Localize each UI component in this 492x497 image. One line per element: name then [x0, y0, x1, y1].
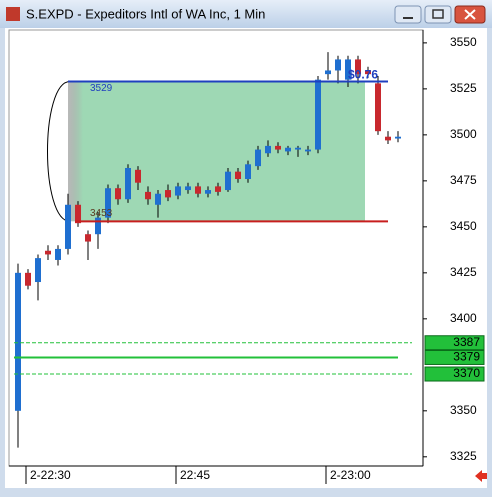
candle-body [245, 164, 251, 180]
candle-body [15, 272, 21, 411]
candle-body [145, 191, 151, 200]
candle-body [275, 145, 281, 150]
candle-body [395, 136, 401, 139]
candle-body [345, 59, 351, 80]
price-box-label: 3379 [453, 350, 480, 364]
candle-body [155, 193, 161, 205]
candle-body [205, 190, 211, 194]
candle-body [55, 248, 61, 260]
candle-body [305, 149, 311, 152]
y-tick-label: 3400 [450, 311, 477, 325]
price-box-label: 3370 [453, 366, 480, 380]
x-tick-label: 22:45 [180, 468, 210, 482]
candle-body [255, 149, 261, 167]
price-box-label: 3387 [453, 335, 480, 349]
candle-body [95, 217, 101, 235]
y-tick-label: 3550 [450, 35, 477, 49]
y-tick-label: 3500 [450, 127, 477, 141]
candle-body [225, 171, 231, 191]
candle-body [295, 147, 301, 150]
candle-body [285, 147, 291, 152]
price-box [424, 335, 485, 351]
candle-body [325, 70, 331, 75]
level-label: 3453 [90, 208, 113, 219]
candle-body [235, 171, 241, 180]
candle-body [35, 258, 41, 283]
candle-body [135, 169, 141, 183]
candle-body [125, 167, 131, 200]
candle-body [185, 186, 191, 191]
candle-body [75, 204, 81, 224]
candle-body [365, 70, 371, 75]
candle-body [85, 234, 91, 242]
candle-body [105, 188, 111, 218]
candle-body [375, 83, 381, 132]
candle-body [315, 79, 321, 150]
candle-body [355, 59, 361, 75]
candle-body [385, 136, 391, 141]
price-box [424, 349, 485, 365]
y-tick-label: 3450 [450, 219, 477, 233]
price-box [424, 366, 485, 382]
candle-body [215, 186, 221, 192]
range-ellipse [47, 81, 71, 222]
candle-body [115, 188, 121, 200]
scroll-arrow[interactable] [475, 470, 487, 482]
candle-body [65, 204, 71, 249]
minimize-button[interactable] [394, 5, 422, 24]
y-tick-label: 3350 [450, 403, 477, 417]
maximize-button[interactable] [424, 5, 452, 24]
candle-body [25, 272, 31, 286]
level-label: 3529 [90, 83, 113, 94]
y-tick-label: 3425 [450, 265, 477, 279]
y-tick-label: 3475 [450, 173, 477, 187]
y-tick-label: 3525 [450, 81, 477, 95]
x-tick-label: 2-23:00 [330, 468, 371, 482]
candle-body [165, 190, 171, 198]
annotation: $0.76 [348, 68, 378, 82]
candle-body [195, 186, 201, 194]
candle-body [265, 145, 271, 154]
window-title: S.EXPD - Expeditors Intl of WA Inc, 1 Mi… [26, 6, 265, 21]
app-icon [6, 7, 20, 21]
candle-body [335, 59, 341, 71]
x-tick-label: 2-22:30 [30, 468, 71, 482]
candle-body [45, 250, 51, 255]
y-tick-label: 3325 [450, 449, 477, 463]
candle-body [175, 186, 181, 196]
